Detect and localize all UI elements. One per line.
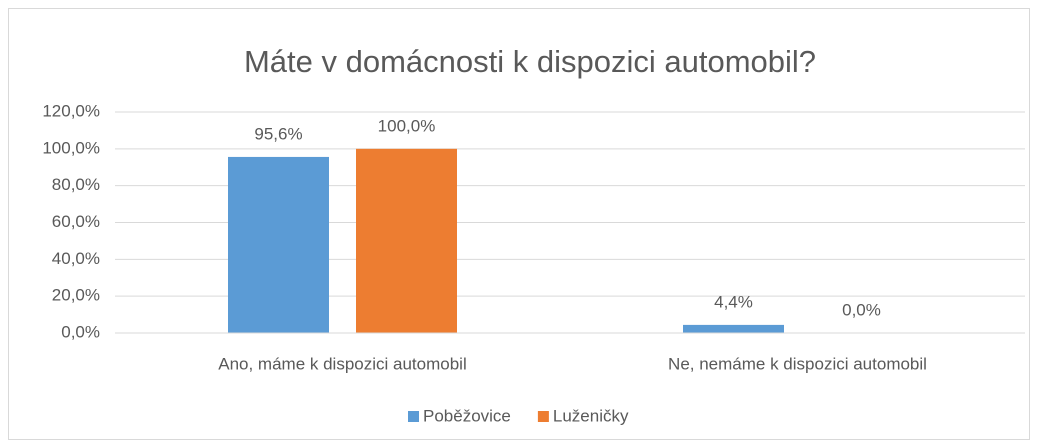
value-label: 95,6% [254,124,302,143]
x-tick-label: Ano, máme k dispozici automobil [218,354,467,373]
y-tick-label: 60,0% [52,212,100,231]
chart-border [8,8,1030,440]
legend-swatch [408,411,419,422]
bar [356,148,457,333]
x-tick-label: Ne, nemáme k dispozici automobil [668,354,927,373]
value-label: 4,4% [714,292,753,311]
y-tick-label: 20,0% [52,286,100,305]
y-tick-label: 100,0% [42,138,100,157]
y-tick-label: 0,0% [61,322,100,341]
legend-label: Poběžovice [423,406,511,425]
y-tick-label: 80,0% [52,175,100,194]
legend-swatch [537,411,549,422]
value-label: 100,0% [378,116,436,135]
bar [683,324,784,333]
y-tick-label: 120,0% [42,101,100,120]
legend-label: Luženičky [553,406,629,425]
value-label: 0,0% [842,300,881,319]
bar [228,156,329,333]
y-tick-label: 40,0% [52,249,100,268]
chart-title: Máte v domácnosti k dispozici automobil? [244,44,816,79]
